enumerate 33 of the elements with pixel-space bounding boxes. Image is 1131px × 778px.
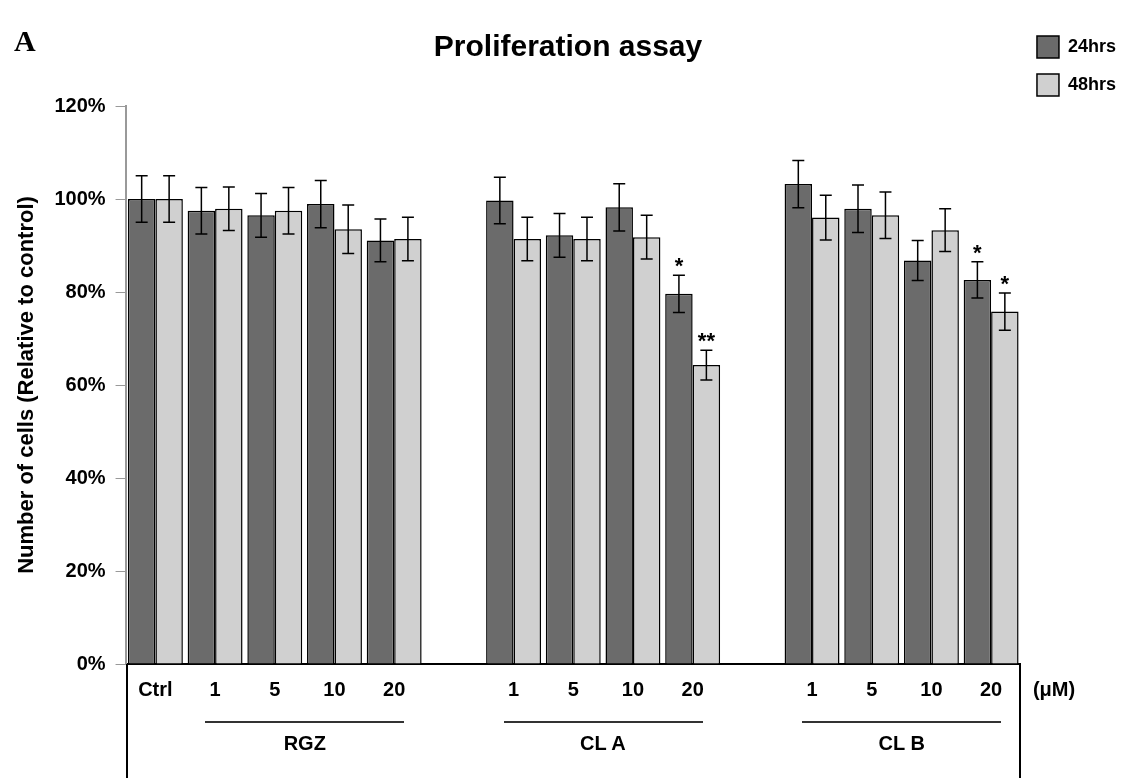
x-tick-label: 1 <box>209 677 221 700</box>
y-tick-label: 120% <box>54 93 106 116</box>
x-tick-label: 1 <box>806 677 818 700</box>
y-axis-title: Number of cells (Relative to control) <box>13 196 39 574</box>
y-tick-label: 100% <box>54 186 106 209</box>
x-tick-label: 5 <box>866 677 878 700</box>
x-tick-label: Ctrl <box>138 677 173 700</box>
y-tick-label: 20% <box>65 558 106 581</box>
y-tick-label: 40% <box>65 465 106 488</box>
text: (μM) <box>1032 678 1076 701</box>
x-tick-label: 20 <box>383 677 406 700</box>
y-tick-label: 0% <box>76 651 106 674</box>
x-tick-label: 10 <box>621 677 645 700</box>
data-label: * <box>973 239 983 265</box>
y-tick-label: 60% <box>65 372 106 395</box>
text: CL B <box>878 732 925 755</box>
x-tick-label: 5 <box>269 677 281 700</box>
data-label: * <box>1000 270 1010 296</box>
text: A <box>14 24 36 58</box>
text: CL A <box>580 732 626 755</box>
legend-label: 48hrs <box>1067 73 1117 94</box>
y-tick-label: 80% <box>65 279 106 302</box>
x-tick-label: 20 <box>681 677 704 700</box>
chart-title: Proliferation assay <box>433 29 703 63</box>
data-label: * <box>674 253 684 279</box>
x-tick-label: 1 <box>508 677 520 700</box>
x-tick-label: 10 <box>920 677 943 700</box>
x-tick-label: 20 <box>980 677 1003 700</box>
x-tick-label: 5 <box>567 677 579 700</box>
text: RGZ <box>283 732 326 755</box>
data-label: ** <box>697 328 716 354</box>
x-tick-label: 10 <box>323 677 346 700</box>
legend-label: 24hrs <box>1067 35 1117 56</box>
